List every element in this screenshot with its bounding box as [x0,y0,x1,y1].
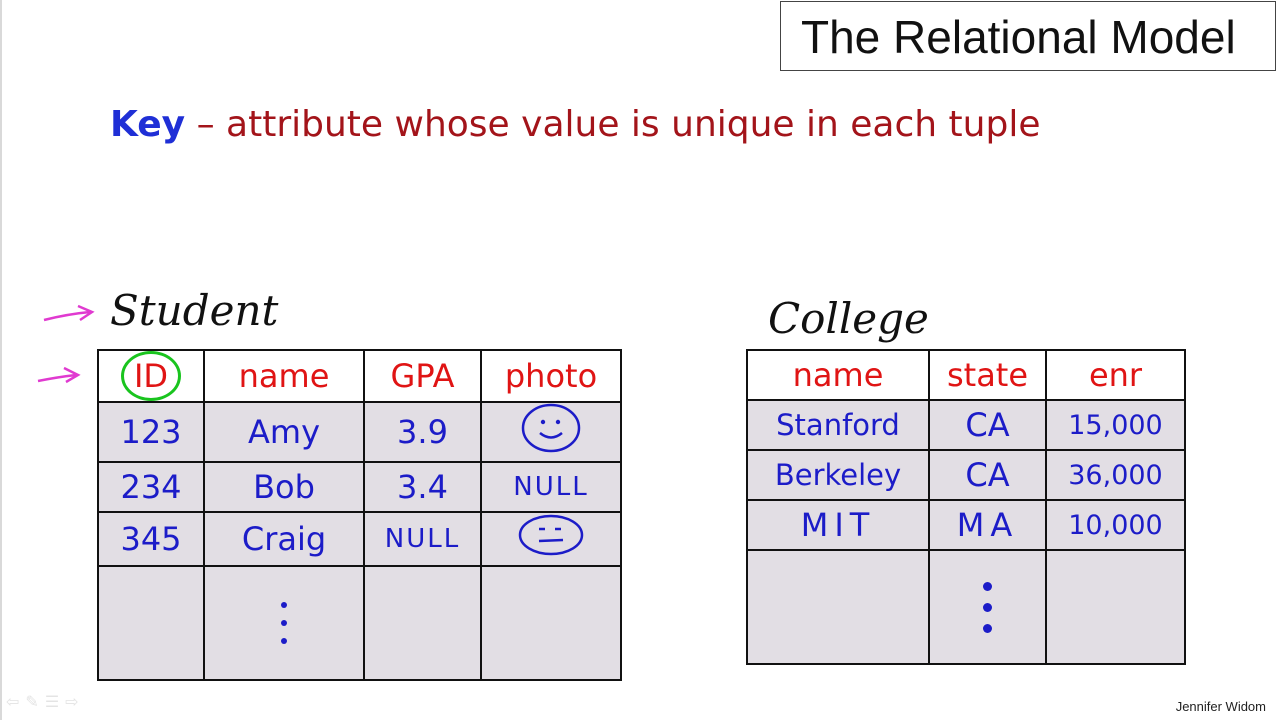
student-cell-photo [480,511,622,567]
next-icon[interactable]: ⇨ [65,694,85,711]
key-term: Key [110,104,186,145]
student-header-row: ID name GPA photo [97,349,622,403]
student-cell-gpa: NULL [363,511,482,567]
student-cell-gpa: 3.9 [363,401,482,463]
college-cell-state: MA [928,499,1047,551]
student-cell-photo [480,401,622,463]
student-table: ID name GPA photo 123 Amy 3.9 234 Bob 3.… [97,349,622,681]
college-header-state: state [928,349,1047,401]
table-row: 345 Craig NULL [97,511,622,567]
college-cell-enr: 15,000 [1045,399,1186,451]
key-definition: – attribute whose value is unique in eac… [185,104,1041,145]
slide-navigation: ⇦✎☰⇨ [6,692,85,712]
college-header-name: name [746,349,930,401]
id-annotation-arrow-icon [37,366,81,384]
key-circle: ID [120,352,182,400]
slide-left-border [0,0,2,720]
title-box: The Relational Model [780,1,1276,71]
student-cell-name: Bob [203,461,365,513]
smiley-face-icon [521,404,581,453]
table-row: 234 Bob 3.4 NULL [97,461,622,513]
student-table-name: Student [110,286,279,335]
student-annotation-arrow-icon [43,304,95,322]
student-header-photo: photo [480,349,622,403]
college-cell-state: CA [928,449,1047,501]
student-cell-id: 345 [97,511,205,567]
more-rows-ellipsis-icon [983,581,992,633]
pen-icon[interactable]: ✎ [25,694,45,711]
college-header-enr: enr [1045,349,1186,401]
college-table: name state enr Stanford CA 15,000 Berkel… [746,349,1186,665]
key-definition-line: Key – attribute whose value is unique in… [110,104,1040,145]
table-row: MIT MA 10,000 [746,499,1186,551]
student-cell-gpa: 3.4 [363,461,482,513]
table-row [746,549,1186,665]
student-cell-id: 123 [97,401,205,463]
student-cell-id: 234 [97,461,205,513]
student-cell-photo: NULL [480,461,622,513]
table-row: Berkeley CA 36,000 [746,449,1186,501]
table-row: 123 Amy 3.9 [97,401,622,463]
neutral-face-icon [518,514,584,556]
prev-icon[interactable]: ⇦ [6,694,26,711]
college-cell-name: MIT [746,499,930,551]
author-credit: Jennifer Widom [1175,699,1266,714]
student-header-id: ID [97,349,205,403]
table-row: Stanford CA 15,000 [746,399,1186,451]
college-cell-enr: 36,000 [1045,449,1186,501]
slide-title: The Relational Model [801,11,1236,63]
college-cell-name: Berkeley [746,449,930,501]
college-table-name: College [768,294,929,343]
table-row [97,565,622,681]
college-cell-enr: 10,000 [1045,499,1186,551]
college-cell-state: CA [928,399,1047,451]
college-cell-name: Stanford [746,399,930,451]
college-header-row: name state enr [746,349,1186,401]
student-header-name: name [203,349,365,403]
menu-icon[interactable]: ☰ [44,694,66,711]
more-rows-ellipsis-icon [281,602,287,644]
student-header-gpa: GPA [363,349,482,403]
student-cell-name: Amy [203,401,365,463]
student-cell-name: Craig [203,511,365,567]
